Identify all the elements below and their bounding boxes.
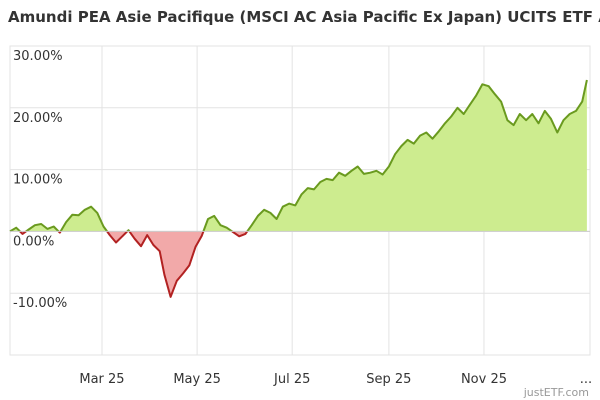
x-tick-label: Jul 25 — [273, 372, 310, 387]
y-tick-label: 10.00% — [13, 173, 63, 188]
x-tick-label: May 25 — [173, 372, 221, 387]
x-tick-label: ... — [580, 372, 592, 387]
y-tick-label: 30.00% — [13, 49, 63, 64]
positive-area — [60, 206, 108, 232]
x-tick-label: Mar 25 — [79, 372, 124, 387]
negative-line — [128, 230, 205, 298]
negative-area — [107, 231, 128, 243]
positive-line — [59, 205, 108, 232]
y-tick-label: 20.00% — [13, 111, 63, 126]
negative-line — [106, 230, 128, 244]
positive-line — [202, 214, 233, 233]
negative-line — [19, 230, 27, 235]
area-layer — [10, 80, 587, 297]
y-tick-label: -10.00% — [13, 296, 67, 311]
positive-line — [9, 226, 21, 233]
x-axis-ticks: Mar 25 May 25 Jul 25 Sep 25 Nov 25... — [79, 372, 592, 387]
positive-area — [247, 80, 587, 232]
x-tick-label: Sep 25 — [366, 372, 411, 387]
x-tick-label: Nov 25 — [461, 372, 507, 387]
positive-line — [246, 79, 588, 232]
credit-label: justETF.com — [523, 386, 589, 399]
positive-line — [25, 223, 60, 233]
y-tick-label: 0.00% — [13, 234, 54, 249]
chart-title: Amundi PEA Asie Pacifique (MSCI AC Asia … — [8, 8, 600, 26]
negative-area — [129, 231, 204, 297]
negative-area — [232, 231, 248, 237]
line-layer — [9, 79, 588, 298]
y-axis-ticks: 30.00% 20.00% 10.00% 0.00% -10.00% — [13, 49, 67, 311]
